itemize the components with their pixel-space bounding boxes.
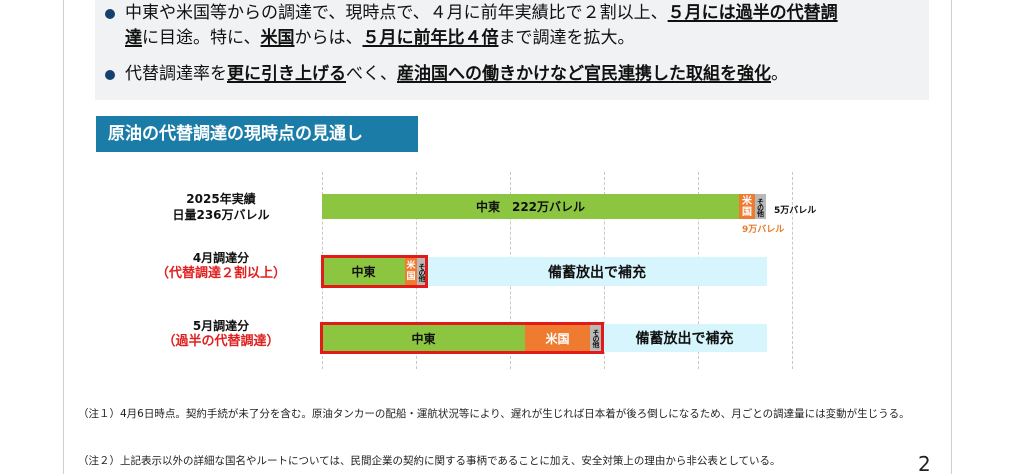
page-number: 2: [918, 452, 931, 476]
note-2: （注２）上記表示以外の詳細な国名やルートについては、民間企業の契約に関する事柄で…: [78, 455, 781, 467]
bullet-1-text: に目途。特に、: [142, 28, 261, 48]
left-edge-line: [63, 0, 64, 474]
bullet-1-emphasis: ５月には過半の代替調: [667, 3, 838, 23]
row-may-title: 5月調達分: [192, 319, 250, 333]
row-april-rate: （代替調達２割以上）: [155, 266, 286, 281]
bullet-1-text: からは、: [294, 28, 363, 48]
right-edge-line: [951, 0, 952, 474]
bullet-2-text: べく、: [346, 64, 397, 84]
bar-2025-other: その他: [755, 194, 766, 219]
bar-april-other: その他: [417, 257, 427, 286]
section-title: 原油の代替調達の現時点の見通し: [96, 116, 418, 152]
bar-may-other: その他: [590, 324, 602, 352]
bullet-1-emphasis: 達: [125, 28, 142, 48]
bar-2025-middle-east: 中東 222万バレル: [322, 194, 739, 219]
row-may-label: 5月調達分 （過半の代替調達）: [116, 318, 326, 350]
row-2025-volume: 日量236万バレル: [172, 208, 270, 222]
summary-box: [95, 0, 929, 100]
bar-may-middle-east: 中東: [322, 324, 525, 352]
row-2025-title: 2025年実績: [186, 192, 256, 206]
bar-2025-other-volume: 5万バレル: [774, 206, 817, 216]
bar-may-usa: 米国: [525, 324, 590, 352]
bar-2025-usa: 米国: [739, 194, 755, 219]
bullet-1-emphasis: ５月に前年比４倍: [362, 28, 499, 48]
april-highlight-frame: [321, 255, 428, 288]
bullet-dot: [105, 70, 115, 80]
bar-april-usa: 米国: [405, 257, 417, 286]
row-2025-label: 2025年実績 日量236万バレル: [116, 191, 326, 223]
note-1: （注１）4月6日時点。契約手続が未了分を含む。原油タンカーの配船・運航状況等によ…: [78, 408, 910, 420]
may-highlight-frame: [320, 322, 604, 354]
bullet-dot: [105, 9, 115, 19]
row-may-rate: （過半の代替調達）: [162, 334, 280, 349]
bullet-1-line-1: 中東や米国等からの調達で、現時点で、４月に前年実績比で２割以上、５月には過半の代…: [125, 1, 838, 26]
row-april-title: 4月調達分: [192, 251, 250, 265]
bar-2025-usa-volume: 9万バレル: [742, 225, 785, 235]
bullet-1-line-2: 達に目途。特に、米国からは、５月に前年比４倍まで調達を拡大。: [125, 26, 635, 51]
gridline: [792, 172, 793, 369]
bullet-2-emphasis: 産油国への働きかけなど官民連携した取組を強化: [397, 64, 771, 84]
bar-may-reserve: 備蓄放出で補充: [602, 324, 767, 352]
bullet-1-emphasis: 米国: [260, 28, 295, 48]
bullet-1-text: まで調達を拡大。: [498, 28, 635, 48]
bullet-2-text: 。: [771, 64, 788, 84]
bullet-1-text: 中東や米国等からの調達で、現時点で、４月に前年実績比で２割以上、: [125, 3, 668, 23]
bar-april-middle-east: 中東: [322, 257, 405, 286]
bullet-2-emphasis: 更に引き上げる: [227, 64, 346, 84]
bullet-2-line: 代替調達率を更に引き上げるべく、産油国への働きかけなど官民連携した取組を強化。: [125, 62, 788, 87]
row-april-label: 4月調達分 （代替調達２割以上）: [116, 250, 326, 282]
bullet-2-text: 代替調達率を: [125, 64, 227, 84]
bar-april-reserve: 備蓄放出で補充: [427, 257, 767, 286]
